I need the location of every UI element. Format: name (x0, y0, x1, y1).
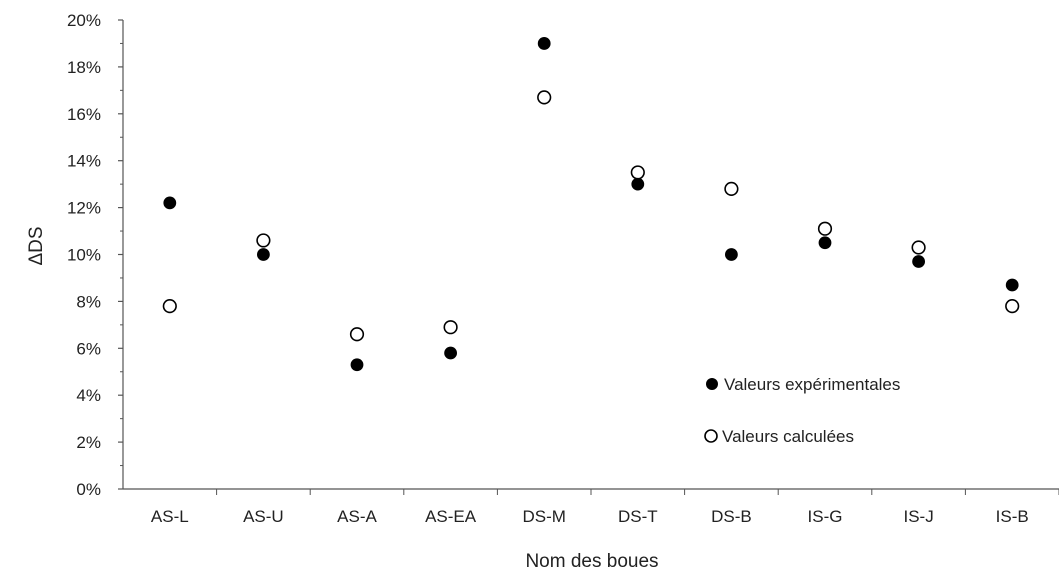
x-axis-tick-labels: AS-L AS-U AS-A AS-EA DS-M DS-T DS-B IS-G IS-J IS-… (151, 507, 1029, 526)
x-tick-label: DS-M (522, 507, 565, 526)
x-tick-label: DS-T (618, 507, 658, 526)
x-axis-ticks (216, 489, 1059, 495)
x-tick-label: IS-J (903, 507, 933, 526)
x-axis-title: Nom des boues (525, 551, 658, 572)
y-tick-label: 4% (76, 386, 101, 405)
x-tick-label: AS-A (337, 507, 377, 526)
point-calculated (630, 165, 645, 180)
point-calculated (162, 298, 177, 314)
y-tick-label: 6% (76, 339, 101, 358)
data-points (162, 37, 1020, 372)
y-axis-ticks (118, 19, 123, 490)
point-experimental (350, 358, 364, 372)
point-calculated (256, 233, 271, 248)
point-calculated (537, 90, 552, 105)
point-experimental (444, 346, 458, 360)
point-experimental (725, 248, 738, 261)
point-calculated (1005, 298, 1020, 314)
y-tick-label: 2% (76, 433, 101, 452)
y-tick-label: 10% (67, 246, 101, 265)
point-calculated (911, 240, 926, 255)
y-tick-label: 16% (67, 105, 101, 124)
y-tick-label: 12% (67, 199, 101, 218)
point-calculated (724, 181, 739, 196)
x-tick-label: AS-U (243, 507, 284, 526)
point-experimental (537, 37, 551, 50)
point-experimental (631, 177, 645, 191)
point-calculated (817, 221, 833, 236)
y-axis-title: ΔDS (26, 226, 47, 265)
point-experimental (912, 255, 925, 268)
y-tick-label: 0% (76, 480, 101, 499)
y-tick-label: 20% (67, 11, 101, 30)
x-tick-label: DS-B (711, 507, 752, 526)
x-tick-label: AS-L (151, 507, 189, 526)
x-tick-label: AS-EA (425, 507, 477, 526)
x-tick-label: IS-B (996, 507, 1029, 526)
point-calculated (349, 327, 365, 342)
x-tick-label: IS-G (808, 507, 843, 526)
y-tick-label: 14% (67, 152, 101, 171)
point-experimental (256, 248, 270, 261)
legend-marker-calculated (704, 429, 718, 443)
y-tick-label: 8% (76, 292, 101, 311)
legend-marker-experimental (706, 378, 718, 390)
point-calculated (443, 320, 458, 335)
legend-label-experimental: Valeurs expérimentales (724, 375, 900, 394)
y-axis-tick-labels: 0% 2% 4% 6% 8% 10% 12% 14% 16% 18% 20% (67, 11, 101, 499)
legend: Valeurs expérimentales Valeurs calculées (704, 375, 900, 446)
legend-label-calculated: Valeurs calculées (722, 427, 854, 446)
y-tick-label: 18% (67, 58, 101, 77)
point-experimental (163, 196, 177, 210)
point-experimental (818, 236, 832, 250)
point-experimental (1005, 278, 1019, 292)
